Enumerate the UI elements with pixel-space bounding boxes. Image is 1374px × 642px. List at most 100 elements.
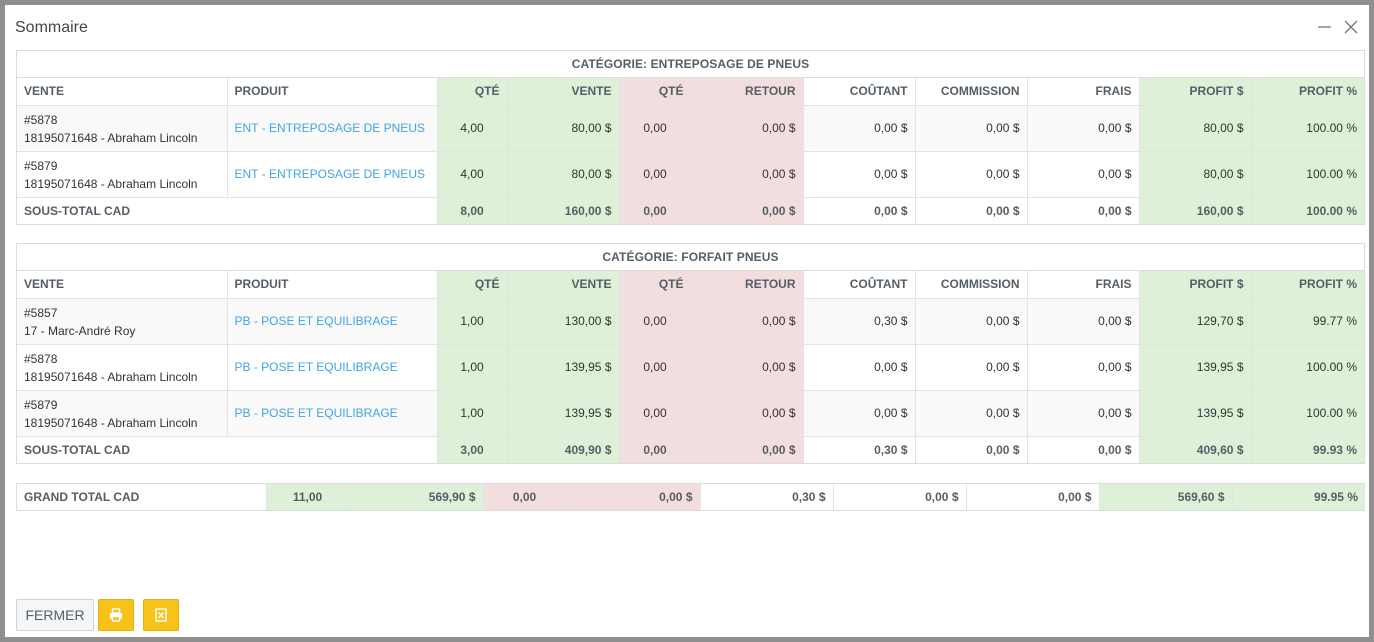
col-vente-amount: VENTE	[507, 271, 620, 299]
col-profit-percent: PROFIT %	[1251, 271, 1364, 299]
profit-percent-cell: 100.00 %	[1251, 344, 1364, 391]
subtotal-coutant: 0,30 $	[803, 436, 916, 463]
grand-total-vente: 569,90 $	[349, 484, 484, 510]
qte-return-cell: 0,00	[619, 390, 692, 437]
grand-total-qte-return: 0,00	[483, 484, 567, 510]
qte-return-cell: 0,00	[619, 344, 692, 391]
col-frais: FRAIS	[1027, 271, 1140, 299]
table-header-row: VENTE PRODUIT QTÉ VENTE QTÉ RETOUR COÛTA…	[17, 271, 1364, 299]
product-cell: ENT - ENTREPOSAGE DE PNEUS	[227, 105, 438, 152]
export-excel-button[interactable]	[143, 599, 179, 631]
grand-total-row: GRAND TOTAL CAD 11,00 569,90 $ 0,00 0,00…	[17, 484, 1365, 510]
col-qte-return: QTÉ	[619, 78, 692, 106]
grand-total-retour: 0,00 $	[566, 484, 701, 510]
commission-cell: 0,00 $	[915, 298, 1028, 345]
product-link[interactable]: PB - POSE ET EQUILIBRAGE	[234, 314, 398, 328]
table-row: #5879 18195071648 - Abraham Lincoln PB - …	[17, 390, 1364, 437]
product-link[interactable]: ENT - ENTREPOSAGE DE PNEUS	[234, 167, 425, 181]
retour-cell: 0,00 $	[691, 151, 804, 198]
vente-cell: 130,00 $	[507, 298, 620, 345]
grand-total-qte: 11,00	[266, 484, 350, 510]
minimize-button[interactable]	[1315, 17, 1335, 37]
product-cell: PB - POSE ET EQUILIBRAGE	[227, 344, 438, 391]
qte-return-cell: 0,00	[619, 298, 692, 345]
col-frais: FRAIS	[1027, 78, 1140, 106]
sale-customer: 17 - Marc-André Roy	[24, 323, 136, 338]
col-profit-amount: PROFIT $	[1139, 271, 1252, 299]
subtotal-row: SOUS-TOTAL CAD 8,00 160,00 $ 0,00 0,00 $…	[17, 197, 1364, 224]
col-retour: RETOUR	[691, 78, 804, 106]
qte-cell: 1,00	[437, 390, 508, 437]
profit-cell: 129,70 $	[1139, 298, 1252, 345]
grand-total-coutant: 0,30 $	[700, 484, 834, 510]
col-vente: VENTE	[17, 78, 228, 106]
col-coutant: COÛTANT	[803, 78, 916, 106]
sale-number: #5878	[24, 351, 58, 366]
frais-cell: 0,00 $	[1027, 151, 1140, 198]
table-row: #5879 18195071648 - Abraham Lincoln ENT -…	[17, 151, 1364, 198]
dialog-title: Sommaire	[15, 19, 88, 36]
col-qte: QTÉ	[437, 271, 508, 299]
excel-file-icon	[155, 608, 167, 622]
coutant-cell: 0,00 $	[803, 151, 916, 198]
profit-cell: 139,95 $	[1139, 390, 1252, 437]
close-dialog-button[interactable]	[1341, 17, 1361, 37]
subtotal-profit-percent: 100.00 %	[1251, 197, 1364, 224]
profit-percent-cell: 99.77 %	[1251, 298, 1364, 345]
qte-return-cell: 0,00	[619, 151, 692, 198]
grand-total-table: GRAND TOTAL CAD 11,00 569,90 $ 0,00 0,00…	[17, 484, 1365, 510]
col-profit-percent: PROFIT %	[1251, 78, 1364, 106]
subtotal-retour: 0,00 $	[691, 197, 804, 224]
category-title: CATÉGORIE: FORFAIT PNEUS	[17, 244, 1364, 271]
coutant-cell: 0,00 $	[803, 344, 916, 391]
sale-cell: #5879 18195071648 - Abraham Lincoln	[17, 151, 228, 198]
grand-total-profit-percent: 99.95 %	[1232, 484, 1365, 510]
category-section: CATÉGORIE: FORFAIT PNEUS VENTE PRODUIT Q…	[16, 243, 1365, 464]
category-section: CATÉGORIE: ENTREPOSAGE DE PNEUS VENTE PR…	[16, 50, 1365, 225]
grand-total-section: GRAND TOTAL CAD 11,00 569,90 $ 0,00 0,00…	[16, 483, 1365, 511]
subtotal-profit-percent: 99.93 %	[1251, 436, 1364, 463]
subtotal-qte: 3,00	[437, 436, 508, 463]
dialog-header: Sommaire	[5, 5, 1369, 49]
product-link[interactable]: ENT - ENTREPOSAGE DE PNEUS	[234, 121, 425, 135]
vente-cell: 80,00 $	[507, 151, 620, 198]
coutant-cell: 0,30 $	[803, 298, 916, 345]
profit-percent-cell: 100.00 %	[1251, 151, 1364, 198]
table-row: #5857 17 - Marc-André Roy PB - POSE ET EQ…	[17, 298, 1364, 345]
commission-cell: 0,00 $	[915, 151, 1028, 198]
col-retour: RETOUR	[691, 271, 804, 299]
subtotal-frais: 0,00 $	[1027, 197, 1140, 224]
subtotal-qte-return: 0,00	[619, 197, 692, 224]
product-link[interactable]: PB - POSE ET EQUILIBRAGE	[234, 360, 398, 374]
vente-cell: 139,95 $	[507, 390, 620, 437]
category-table: VENTE PRODUIT QTÉ VENTE QTÉ RETOUR COÛTA…	[17, 78, 1364, 224]
sale-cell: #5878 18195071648 - Abraham Lincoln	[17, 105, 228, 152]
col-vente: VENTE	[17, 271, 228, 299]
product-link[interactable]: PB - POSE ET EQUILIBRAGE	[234, 406, 398, 420]
print-button[interactable]	[98, 599, 134, 631]
sale-cell: #5879 18195071648 - Abraham Lincoln	[17, 390, 228, 437]
profit-percent-cell: 100.00 %	[1251, 390, 1364, 437]
product-cell: PB - POSE ET EQUILIBRAGE	[227, 298, 438, 345]
sale-number: #5879	[24, 397, 58, 412]
col-profit-amount: PROFIT $	[1139, 78, 1252, 106]
sale-cell: #5878 18195071648 - Abraham Lincoln	[17, 344, 228, 391]
grand-total-frais: 0,00 $	[966, 484, 1100, 510]
subtotal-coutant: 0,00 $	[803, 197, 916, 224]
qte-cell: 4,00	[437, 105, 508, 152]
col-qte-return: QTÉ	[619, 271, 692, 299]
qte-cell: 1,00	[437, 344, 508, 391]
subtotal-commission: 0,00 $	[915, 197, 1028, 224]
category-table: VENTE PRODUIT QTÉ VENTE QTÉ RETOUR COÛTA…	[17, 271, 1364, 463]
frais-cell: 0,00 $	[1027, 298, 1140, 345]
subtotal-vente: 409,90 $	[507, 436, 620, 463]
close-button[interactable]: FERMER	[16, 599, 94, 631]
sale-number: #5878	[24, 112, 58, 127]
vente-cell: 139,95 $	[507, 344, 620, 391]
commission-cell: 0,00 $	[915, 344, 1028, 391]
retour-cell: 0,00 $	[691, 390, 804, 437]
product-cell: PB - POSE ET EQUILIBRAGE	[227, 390, 438, 437]
subtotal-profit: 409,60 $	[1139, 436, 1252, 463]
sale-number: #5857	[24, 305, 58, 320]
col-produit: PRODUIT	[227, 271, 438, 299]
